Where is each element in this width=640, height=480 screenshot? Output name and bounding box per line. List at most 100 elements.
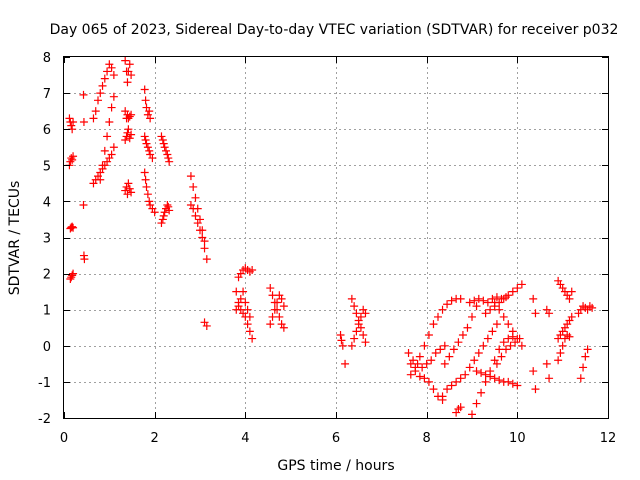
data-point <box>499 312 508 321</box>
data-point <box>65 114 74 123</box>
data-point <box>196 226 204 235</box>
data-point <box>121 56 130 65</box>
chart-title: Day 065 of 2023, Sidereal Day-to-day VTE… <box>50 22 619 38</box>
data-point <box>472 399 481 408</box>
series-arc15 <box>140 132 157 163</box>
data-point <box>191 211 200 220</box>
data-point <box>531 385 540 394</box>
data-point <box>490 374 499 383</box>
data-point <box>158 136 167 145</box>
data-point <box>440 359 449 368</box>
series-arc31 <box>406 294 465 379</box>
y-tick-label: 2 <box>43 268 51 283</box>
data-point <box>468 312 476 321</box>
data-point <box>163 201 172 210</box>
data-point <box>347 294 356 303</box>
data-point <box>273 298 282 307</box>
series-arc09 <box>96 92 118 184</box>
x-tick-label: 6 <box>332 431 340 446</box>
data-point <box>468 410 476 419</box>
data-point <box>445 352 454 361</box>
data-point <box>434 312 442 321</box>
data-point <box>232 287 241 296</box>
data-point <box>456 294 465 303</box>
data-point <box>145 197 154 206</box>
x-tick-label: 12 <box>600 431 617 446</box>
series-arc42 <box>529 294 540 318</box>
data-point <box>277 294 286 303</box>
data-point <box>243 320 252 329</box>
data-point <box>424 377 433 386</box>
series-arc45 <box>542 359 554 383</box>
data-point <box>486 305 495 314</box>
data-point <box>359 330 368 339</box>
series-arc12 <box>121 125 136 145</box>
series-arc05 <box>79 90 88 126</box>
data-point <box>504 377 513 386</box>
data-point <box>481 309 490 318</box>
data-point <box>125 60 134 69</box>
data-point <box>148 154 157 163</box>
data-point <box>193 219 202 228</box>
data-point <box>245 312 254 321</box>
series-arc02 <box>65 152 78 170</box>
data-point <box>465 363 474 372</box>
data-point <box>352 327 361 336</box>
data-point <box>486 372 495 381</box>
series-arc23 <box>232 287 257 343</box>
data-point <box>146 114 155 123</box>
x-tick-labels: 0 2 4 6 8 10 12 <box>60 431 616 446</box>
data-point <box>158 215 167 224</box>
series-arc40 <box>490 298 526 350</box>
data-point <box>483 334 492 343</box>
data-point <box>474 349 483 358</box>
data-point <box>160 143 169 152</box>
data-point <box>470 356 479 365</box>
data-point <box>490 298 499 307</box>
data-point <box>508 379 517 388</box>
data-point <box>431 349 440 358</box>
data-point <box>100 74 109 83</box>
data-point <box>67 273 76 282</box>
data-point <box>404 349 413 358</box>
data-point <box>107 103 116 112</box>
series-arc29 <box>347 305 370 350</box>
data-point <box>202 255 211 264</box>
series-arc14 <box>140 85 155 123</box>
data-point <box>472 367 481 376</box>
data-point <box>80 255 89 264</box>
data-point <box>67 154 76 163</box>
data-point <box>145 107 154 116</box>
data-point <box>338 341 347 350</box>
y-tick-label: -1 <box>38 376 51 391</box>
y-tick-label: 4 <box>43 195 51 210</box>
data-point <box>554 356 563 365</box>
series-arc25 <box>266 284 288 332</box>
series-arc17 <box>157 132 174 166</box>
data-point <box>354 320 363 329</box>
y-tick-label: 1 <box>43 304 51 319</box>
x-tick-label: 2 <box>151 431 159 446</box>
data-point <box>103 67 112 76</box>
data-point <box>107 63 116 72</box>
series-arc46 <box>554 276 576 303</box>
data-point <box>124 125 133 134</box>
data-point <box>443 300 452 309</box>
data-point <box>576 374 585 383</box>
data-point <box>429 320 438 329</box>
series-arc10 <box>121 56 136 87</box>
data-point <box>542 359 551 368</box>
data-point <box>350 302 359 311</box>
data-point <box>66 275 75 284</box>
data-point <box>497 352 506 361</box>
series-arc26 <box>266 291 288 329</box>
data-point <box>157 132 166 141</box>
data-point <box>165 206 174 215</box>
data-point <box>506 341 515 350</box>
data-point <box>583 345 592 354</box>
y-tick-label: 0 <box>43 340 51 355</box>
data-point <box>109 71 118 80</box>
data-point <box>241 298 250 307</box>
series-arc35 <box>452 403 465 417</box>
data-point <box>245 327 254 336</box>
